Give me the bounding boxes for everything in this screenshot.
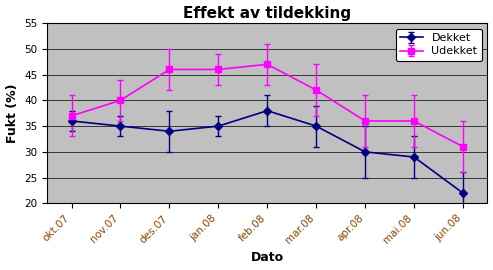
X-axis label: Dato: Dato	[251, 251, 284, 264]
Title: Effekt av tildekking: Effekt av tildekking	[183, 6, 352, 21]
Y-axis label: Fukt (%): Fukt (%)	[5, 83, 19, 143]
Legend: Dekket, Udekket: Dekket, Udekket	[396, 29, 482, 61]
